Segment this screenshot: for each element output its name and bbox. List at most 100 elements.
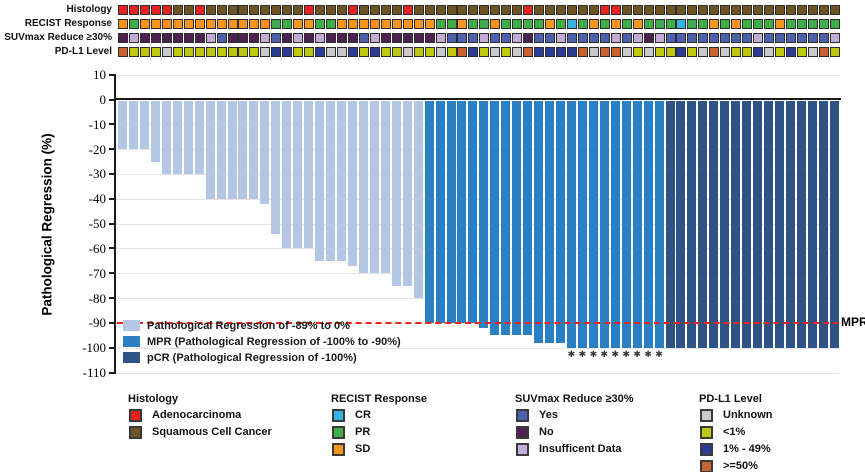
regression-bar [764, 100, 774, 348]
annotation-square-suvmax [753, 33, 764, 43]
annotation-square-pdl1 [347, 47, 358, 57]
regression-bar [523, 100, 533, 336]
track-label-recist: RECIST Response [24, 18, 112, 29]
annotation-square-recist [227, 19, 238, 29]
y-tick-label: -80 [88, 290, 106, 306]
y-tick-mark [109, 197, 114, 200]
annotation-square-recist [523, 19, 534, 29]
legend-title: PD-L1 Level [699, 393, 762, 405]
mpr-threshold-line [117, 321, 839, 324]
annotation-square-suvmax [818, 33, 829, 43]
annotation-square-histology [818, 5, 829, 15]
annotation-square-suvmax [720, 33, 731, 43]
annotation-square-pdl1 [785, 47, 796, 57]
annotation-square-recist [742, 19, 753, 29]
annotation-square-recist [413, 19, 424, 29]
legend-swatch [516, 409, 529, 422]
y-tick-mark [109, 321, 114, 324]
annotation-square-recist [753, 19, 764, 29]
annotation-square-histology [534, 5, 545, 15]
annotation-square-suvmax [588, 33, 599, 43]
annotation-square-pdl1 [796, 47, 807, 57]
annotation-square-suvmax [227, 33, 238, 43]
annotation-square-recist [118, 19, 128, 29]
annotation-square-recist [556, 19, 566, 29]
annotation-square-suvmax [435, 33, 446, 43]
annotation-square-suvmax [271, 33, 282, 43]
annotation-square-histology [698, 5, 709, 15]
gridline [116, 298, 839, 300]
regression-bar [446, 100, 456, 323]
annotation-square-recist [775, 19, 785, 29]
annotation-square-recist [687, 19, 698, 29]
regression-bar [402, 100, 412, 286]
annotation-square-pdl1 [742, 47, 753, 57]
annotation-square-histology [380, 5, 391, 15]
annotation-square-suvmax [742, 33, 753, 43]
annotation-square-pdl1 [545, 47, 556, 57]
regression-bar [490, 100, 500, 336]
annotation-square-histology [358, 5, 369, 15]
regression-bar [183, 100, 193, 174]
annotation-square-histology [194, 5, 205, 15]
legend-swatch [332, 409, 345, 422]
regression-bar [720, 100, 730, 348]
annotation-square-suvmax [380, 33, 391, 43]
legend-group-suvmax: SUVmax Reduce ≥30% Yes No Insufficent Data [512, 392, 702, 456]
legend-item-label: Yes [539, 409, 558, 421]
annotation-square-recist [183, 19, 194, 29]
annotation-square-recist [501, 19, 512, 29]
annotation-square-suvmax [326, 33, 337, 43]
annotation-square-recist [654, 19, 665, 29]
annotation-square-pdl1 [775, 47, 785, 57]
annotation-square-suvmax [764, 33, 775, 43]
annotation-square-histology [315, 5, 326, 15]
annotation-square-histology [435, 5, 446, 15]
legend-item-label: <1% [723, 426, 746, 438]
annotation-square-histology [304, 5, 315, 15]
legend-swatch [700, 443, 713, 456]
legend-swatch [129, 426, 142, 439]
annotation-square-histology [402, 5, 413, 15]
annotation-square-suvmax [139, 33, 150, 43]
annotation-square-suvmax [337, 33, 347, 43]
regression-bar [479, 100, 489, 328]
annotation-square-pdl1 [654, 47, 665, 57]
annotation-square-suvmax [731, 33, 742, 43]
annotation-square-pdl1 [687, 47, 698, 57]
annotation-square-recist [216, 19, 227, 29]
asterisk-marker: ✱ [644, 350, 652, 360]
regression-bar [227, 100, 237, 199]
regression-bar [621, 100, 631, 348]
asterisk-marker: ✱ [633, 350, 641, 360]
gridline [116, 223, 839, 225]
legend-title: SUVmax Reduce ≥30% [515, 393, 634, 405]
annotation-square-histology [523, 5, 534, 15]
annotation-square-pdl1 [632, 47, 643, 57]
annotation-square-suvmax [183, 33, 194, 43]
annotation-square-suvmax [577, 33, 588, 43]
annotation-square-histology [512, 5, 523, 15]
regression-bar [205, 100, 215, 199]
annotation-square-histology [643, 5, 654, 15]
annotation-square-histology [293, 5, 304, 15]
annotation-square-histology [829, 5, 840, 15]
regression-bar [796, 100, 806, 348]
asterisk-marker: ✱ [578, 350, 587, 360]
annotation-square-recist [829, 19, 840, 29]
legend-title: RECIST Response [331, 393, 427, 405]
annotation-square-suvmax [698, 33, 709, 43]
annotation-square-histology [599, 5, 610, 15]
annotation-square-suvmax [402, 33, 413, 43]
annotation-square-recist [347, 19, 358, 29]
annotation-square-histology [676, 5, 687, 15]
track-label-histology: Histology [66, 4, 112, 15]
annotation-square-pdl1 [304, 47, 315, 57]
annotation-square-histology [720, 5, 731, 15]
annotation-square-suvmax [304, 33, 315, 43]
annotation-square-histology [764, 5, 775, 15]
annotation-square-pdl1 [643, 47, 654, 57]
annotation-square-suvmax [512, 33, 523, 43]
annotation-square-pdl1 [621, 47, 632, 57]
annotation-square-suvmax [118, 33, 128, 43]
